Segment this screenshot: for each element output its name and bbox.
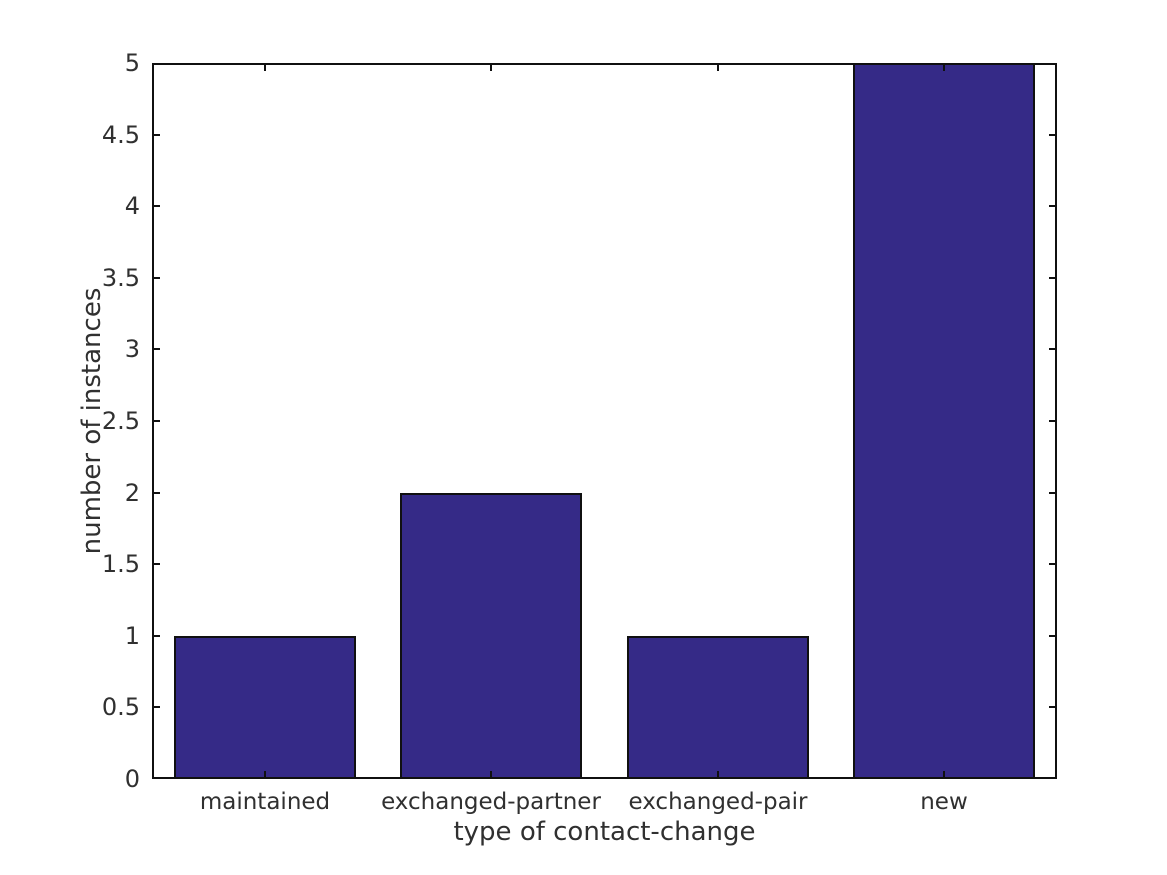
y-tick-left bbox=[152, 63, 160, 65]
y-tick-label-2: 2 bbox=[124, 479, 140, 507]
bar-maintained bbox=[174, 636, 356, 779]
x-tick-top bbox=[717, 63, 719, 71]
y-tick-right bbox=[1049, 777, 1057, 779]
x-tick-label-new: new bbox=[920, 789, 968, 815]
y-tick-right bbox=[1049, 706, 1057, 708]
y-tick-label-0: 0 bbox=[124, 765, 140, 793]
y-tick-right bbox=[1049, 348, 1057, 350]
bar-exchanged-partner bbox=[400, 493, 582, 779]
y-tick-left bbox=[152, 563, 160, 565]
y-tick-label-2.5: 2.5 bbox=[101, 407, 140, 435]
y-tick-left bbox=[152, 205, 160, 207]
y-tick-left bbox=[152, 635, 160, 637]
bar-new bbox=[853, 63, 1035, 779]
y-tick-right bbox=[1049, 635, 1057, 637]
y-tick-left bbox=[152, 277, 160, 279]
x-tick-bottom bbox=[943, 771, 945, 779]
x-tick-label-maintained: maintained bbox=[199, 789, 331, 815]
x-tick-top bbox=[264, 63, 266, 71]
y-tick-right bbox=[1049, 492, 1057, 494]
y-tick-label-1: 1 bbox=[124, 622, 140, 650]
y-tick-left bbox=[152, 777, 160, 779]
plot-area bbox=[152, 63, 1057, 779]
y-tick-label-0.5: 0.5 bbox=[101, 693, 140, 721]
x-axis-label: type of contact-change bbox=[453, 817, 756, 847]
y-tick-right bbox=[1049, 63, 1057, 65]
y-tick-label-3: 3 bbox=[124, 335, 140, 363]
y-tick-right bbox=[1049, 205, 1057, 207]
y-tick-left bbox=[152, 420, 160, 422]
x-tick-label-exchanged-partner: exchanged-partner bbox=[381, 789, 601, 815]
y-tick-right bbox=[1049, 563, 1057, 565]
y-tick-label-4.5: 4.5 bbox=[101, 121, 140, 149]
y-tick-label-3.5: 3.5 bbox=[101, 264, 140, 292]
x-tick-top bbox=[490, 63, 492, 71]
y-tick-right bbox=[1049, 420, 1057, 422]
x-tick-label-exchanged-pair: exchanged-pair bbox=[628, 789, 808, 815]
x-tick-bottom bbox=[717, 771, 719, 779]
y-tick-label-4: 4 bbox=[124, 192, 140, 220]
y-tick-label-1.5: 1.5 bbox=[101, 550, 140, 578]
y-tick-left bbox=[152, 492, 160, 494]
x-tick-bottom bbox=[490, 771, 492, 779]
y-tick-right bbox=[1049, 134, 1057, 136]
x-tick-bottom bbox=[264, 771, 266, 779]
x-tick-top bbox=[943, 63, 945, 71]
bar-exchanged-pair bbox=[627, 636, 809, 779]
y-tick-label-5: 5 bbox=[124, 49, 140, 77]
y-tick-left bbox=[152, 706, 160, 708]
y-tick-right bbox=[1049, 277, 1057, 279]
y-tick-left bbox=[152, 348, 160, 350]
y-tick-left bbox=[152, 134, 160, 136]
